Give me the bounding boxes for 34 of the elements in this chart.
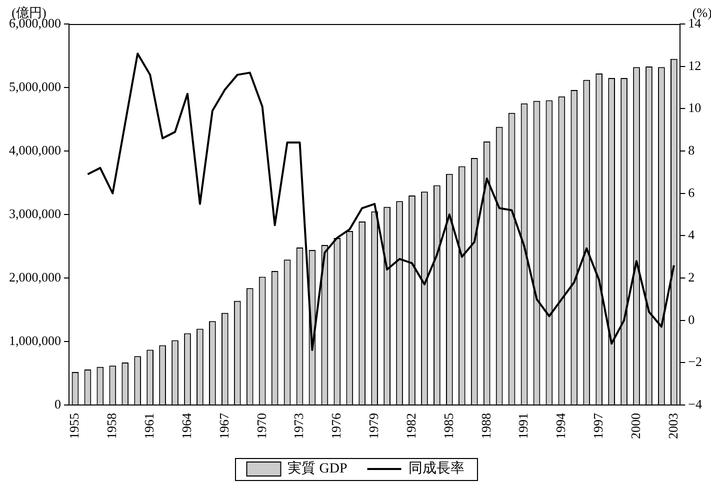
x-tick-label: 1967 (216, 412, 232, 439)
x-tick-label: 1979 (366, 413, 382, 439)
x-tick-label: 2000 (628, 413, 643, 439)
x-tick-label: 1964 (178, 412, 194, 439)
x-tick-label: 1997 (590, 412, 606, 439)
x-tick-label: 1976 (328, 412, 344, 439)
x-tick-label: 1955 (66, 413, 82, 439)
y-tick-label: 4,000,000 (9, 142, 61, 158)
x-tick-label: 1982 (403, 413, 418, 439)
x-tick-label: 2003 (665, 413, 680, 439)
y2-tick-label: 4 (688, 227, 696, 242)
y2-tick-label: −4 (688, 396, 702, 412)
x-tick-label: 1958 (104, 413, 120, 439)
x-tick-label: 1970 (254, 413, 269, 439)
y-tick-label: 3,000,000 (9, 206, 61, 221)
x-tick-label: 1988 (478, 413, 494, 439)
x-tick-label: 1961 (141, 413, 156, 439)
y-tick-label: 5,000,000 (9, 78, 61, 94)
y2-tick-label: 6 (688, 184, 696, 200)
y-tick-label: 2,000,000 (9, 269, 61, 284)
y2-tick-label: 8 (688, 142, 695, 158)
x-tick-label: 1991 (516, 413, 531, 439)
y2-tick-label: 12 (688, 58, 702, 73)
y2-tick-label: −2 (688, 354, 702, 370)
x-tick-label: 1973 (291, 413, 306, 439)
y2-tick-label: 0 (688, 312, 695, 327)
y-tick-label: 1,000,000 (9, 332, 61, 348)
y-tick-label: 0 (54, 396, 61, 412)
y2-tick-label: 10 (688, 100, 702, 116)
x-tick-label: 1985 (440, 413, 456, 439)
x-tick-label: 1994 (553, 412, 568, 439)
legend-label: 同成長率 (408, 460, 464, 477)
y2-tick-label: 2 (688, 269, 695, 284)
legend-label: 実質 GDP (288, 460, 348, 477)
